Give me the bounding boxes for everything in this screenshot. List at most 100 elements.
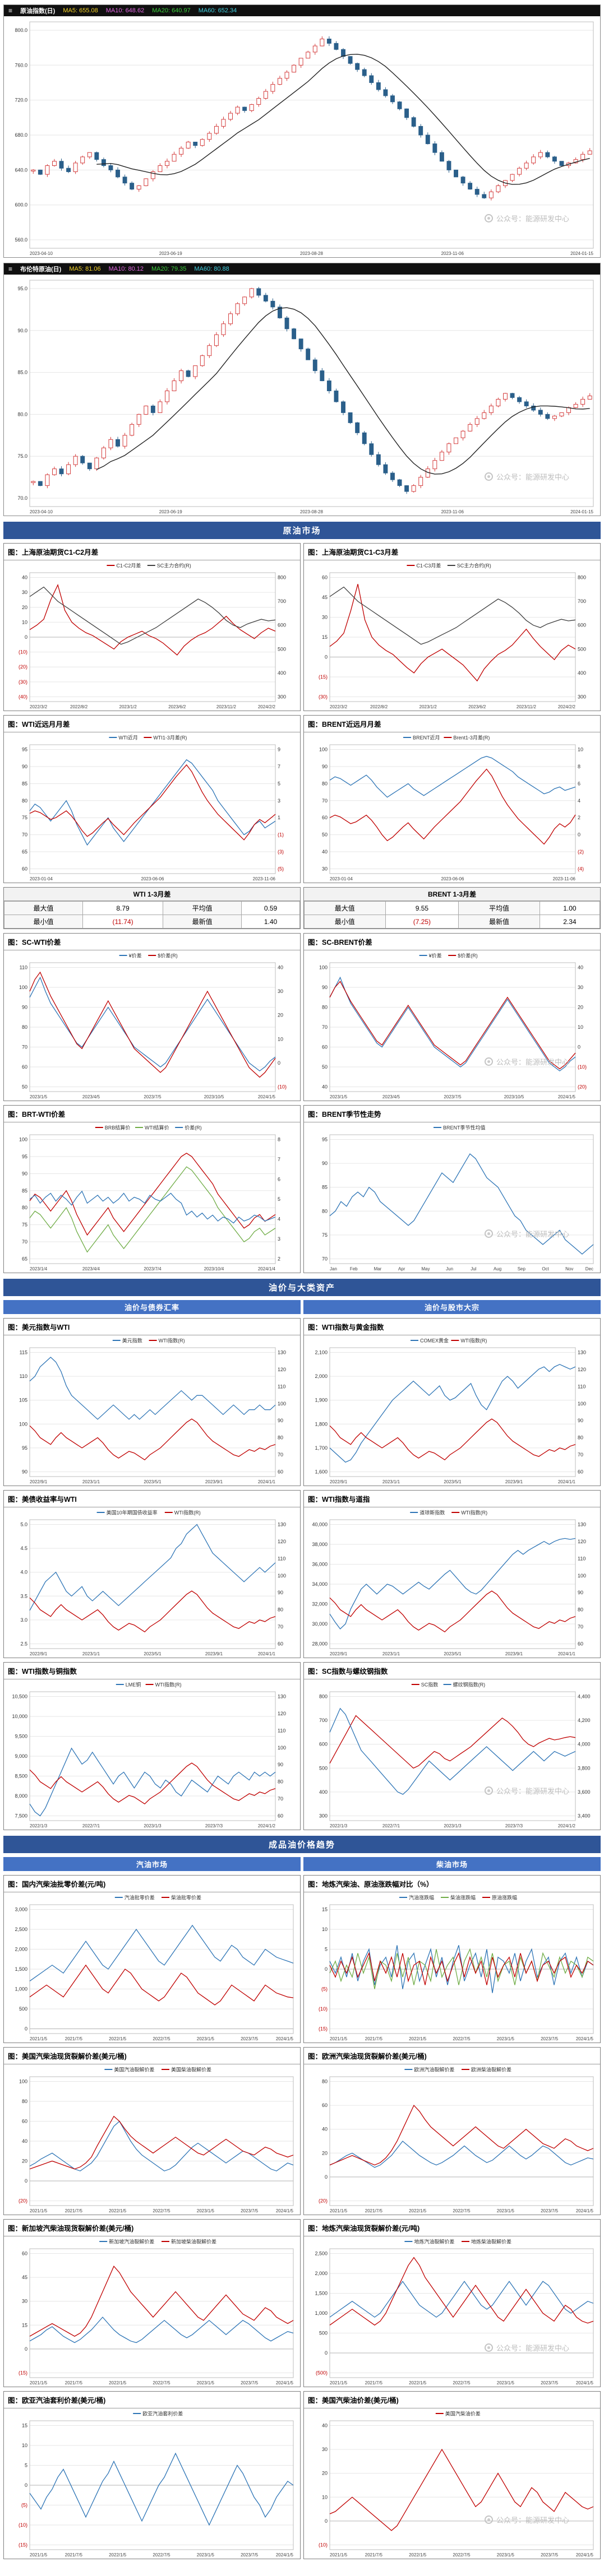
svg-text:10: 10 [322,2494,328,2500]
kline-panel-sc: ≡ 原油指数(日) MA5: 655.08 MA10: 648.62 MA20: 6… [3,4,601,258]
svg-text:2023/10/5: 2023/10/5 [504,1094,524,1099]
svg-text:90: 90 [278,1418,283,1423]
chart-title: 图：WTI指数与道指 [304,1491,600,1507]
line-chart-dow-wti: 40,000 38,000 36,000 34,000 32,000 30,000 28,0… [304,1507,600,1658]
svg-text:60: 60 [278,1813,283,1818]
chart-card-eu-crack: 图：欧洲汽柴油现货裂解价差(美元/桶) 80 60 40 20 0 (20) 2021/1/… [303,2047,601,2215]
svg-text:500: 500 [278,646,286,652]
svg-text:95: 95 [22,1445,27,1451]
svg-text:2022/1/5: 2022/1/5 [109,2208,127,2213]
svg-text:SC主力合约(R): SC主力合约(R) [157,563,191,569]
svg-text:70: 70 [322,798,328,804]
svg-text:105: 105 [19,1398,27,1403]
chart-card-sg-crack: 图：新加坡汽柴油现货裂解价差(美元/桶) 60 45 30 15 0 (15) 2021/1… [3,2219,301,2387]
line-chart-svg: 60 45 30 15 0 (15)2021/1/5 2021/7/5 2022/1/5 202… [19,2239,294,2386]
line-chart-svg: 40,000 38,000 36,000 34,000 32,000 30,000 28,0… [312,1510,586,1657]
svg-text:2024/1/1: 2024/1/1 [558,1479,576,1484]
svg-text:90.0: 90.0 [17,328,27,333]
line-chart-gold-wti: 2,100 2,000 1,900 1,800 1,700 1,600 130 120 110 1… [304,1335,600,1486]
svg-text:80: 80 [22,2099,27,2104]
svg-text:120: 120 [578,1367,586,1372]
svg-text:2024/1/1: 2024/1/1 [558,1651,576,1656]
svg-text:2024/2/2: 2024/2/2 [258,704,276,709]
chart-title: 图：地炼汽柴油现货裂解价差(元/吨) [304,2220,600,2236]
chart-title: 图：BRT-WTI价差 [4,1106,300,1122]
svg-text:2022/7/5: 2022/7/5 [453,2208,471,2213]
svg-text:2022/1/5: 2022/1/5 [409,2380,427,2385]
svg-text:2023-06-19: 2023-06-19 [159,509,182,514]
svg-text:4,000: 4,000 [578,1742,591,1747]
chart-card-sc-brent: 图：SC-BRENT价差 100 90 80 70 60 50 40 40 30 20 10 0 (10… [303,933,601,1101]
svg-text:100: 100 [278,1745,286,1751]
svg-text:2023/1/5: 2023/1/5 [30,1094,48,1099]
svg-text:美国汽油裂解价差: 美国汽油裂解价差 [114,2067,154,2073]
svg-text:2023-08-28: 2023-08-28 [300,251,323,256]
svg-text:0: 0 [25,634,27,640]
svg-text:800.0: 800.0 [15,27,27,33]
svg-text:2,500: 2,500 [315,2251,328,2257]
svg-text:2021/7/5: 2021/7/5 [365,2380,383,2385]
svg-text:WTI指数(R): WTI指数(R) [461,1510,487,1516]
svg-text:90: 90 [22,764,27,769]
svg-text:700: 700 [278,598,286,604]
svg-text:美国汽柴油价差: 美国汽柴油价差 [445,2411,481,2417]
svg-text:螺纹钢指数(R): 螺纹钢指数(R) [453,1682,486,1688]
svg-text:3,400: 3,400 [578,1813,591,1818]
svg-text:2024/1/5: 2024/1/5 [576,2208,594,2213]
svg-text:600: 600 [278,623,286,628]
svg-text:8: 8 [578,764,580,769]
svg-text:2022/9/1: 2022/9/1 [330,1479,348,1484]
svg-text:20: 20 [322,2471,328,2476]
svg-text:100: 100 [278,1573,286,1579]
svg-text:(500): (500) [316,2370,328,2375]
svg-text:2023-08-28: 2023-08-28 [300,509,323,514]
line-chart-svg: 100 80 60 40 20 0 (20)2021/1/5 2021/7/5 2022/1/5… [19,2067,294,2214]
svg-text:110: 110 [578,1556,585,1561]
svg-text:2022/1/5: 2022/1/5 [409,2208,427,2213]
svg-text:(40): (40) [19,694,27,699]
svg-text:3.5: 3.5 [20,1593,27,1599]
line-chart-brt-wti: 100 95 90 85 80 75 70 65 8 7 6 5 4 3 2 2023/1/4 2023/4/4… [4,1122,300,1273]
svg-text:(1): (1) [278,832,284,838]
svg-text:40: 40 [22,2138,27,2144]
chart-title: 图：上海原油期货C1-C2月差 [4,544,300,560]
svg-text:30: 30 [278,988,283,994]
svg-text:2023/1/5: 2023/1/5 [197,2380,215,2385]
chart-card-brt-wti: 图：BRT-WTI价差 100 95 90 85 80 75 70 65 8 7 6 5 4 3 2 2023… [3,1105,301,1273]
svg-text:80: 80 [578,1607,583,1613]
svg-text:2022/9/1: 2022/9/1 [30,1651,48,1656]
svg-text:45: 45 [22,2275,27,2280]
svg-text:0: 0 [25,2178,27,2184]
svg-text:2023-11-06: 2023-11-06 [441,509,464,514]
chart-title: 图：国内汽柴油批零价差(元/吨) [4,1876,300,1892]
svg-text:(15): (15) [19,2370,27,2375]
ma-value: MA20: 640.97 [152,7,191,14]
svg-text:15: 15 [22,2423,27,2429]
kline-info-bar: ≡ 布伦特原油(日) MA5: 81.06 MA10: 80.12 MA20: 79… [4,263,600,275]
chart-title: 图：欧亚汽油套利价差(美元/桶) [4,2392,300,2408]
svg-text:2024/1/2: 2024/1/2 [558,1823,576,1828]
svg-text:40: 40 [278,965,283,971]
svg-text:(15): (15) [319,674,328,680]
chart-title: 图：BRENT季节性走势 [304,1106,600,1122]
svg-text:WTI指数(R): WTI指数(R) [155,1682,182,1688]
svg-text:110: 110 [278,1384,285,1389]
stats-table-wti: WTI 1-3月差 最大值 8.79 平均值 0.59 最小值 (11.74) … [3,887,301,929]
svg-text:0: 0 [325,2350,328,2356]
svg-text:2023/7/5: 2023/7/5 [541,2380,559,2385]
svg-text:6: 6 [578,781,580,786]
chart-card-us-gas-diesel-spread: 图：美国汽柴油价差(美元/桶) 40 30 20 10 0 (10) 2021/1/5 202… [303,2391,601,2559]
svg-text:Apr: Apr [398,1266,405,1271]
svg-text:汽油批零价差: 汽油批零价差 [125,1895,155,1901]
svg-text:Sep: Sep [518,1266,526,1271]
svg-text:40: 40 [578,965,583,971]
svg-text:9,000: 9,000 [15,1753,27,1759]
svg-text:80: 80 [578,1435,583,1441]
svg-text:柴油批零价差: 柴油批零价差 [171,1895,201,1901]
line-chart-cn-retail-wholesale: 3,000 2,500 2,000 1,500 1,000 500 0 2021/1/5 202… [4,1892,300,2043]
svg-text:1,600: 1,600 [315,1469,328,1474]
svg-text:2024/1/5: 2024/1/5 [276,2552,294,2558]
svg-text:2023/10/5: 2023/10/5 [204,1094,224,1099]
svg-text:80: 80 [278,1607,283,1613]
